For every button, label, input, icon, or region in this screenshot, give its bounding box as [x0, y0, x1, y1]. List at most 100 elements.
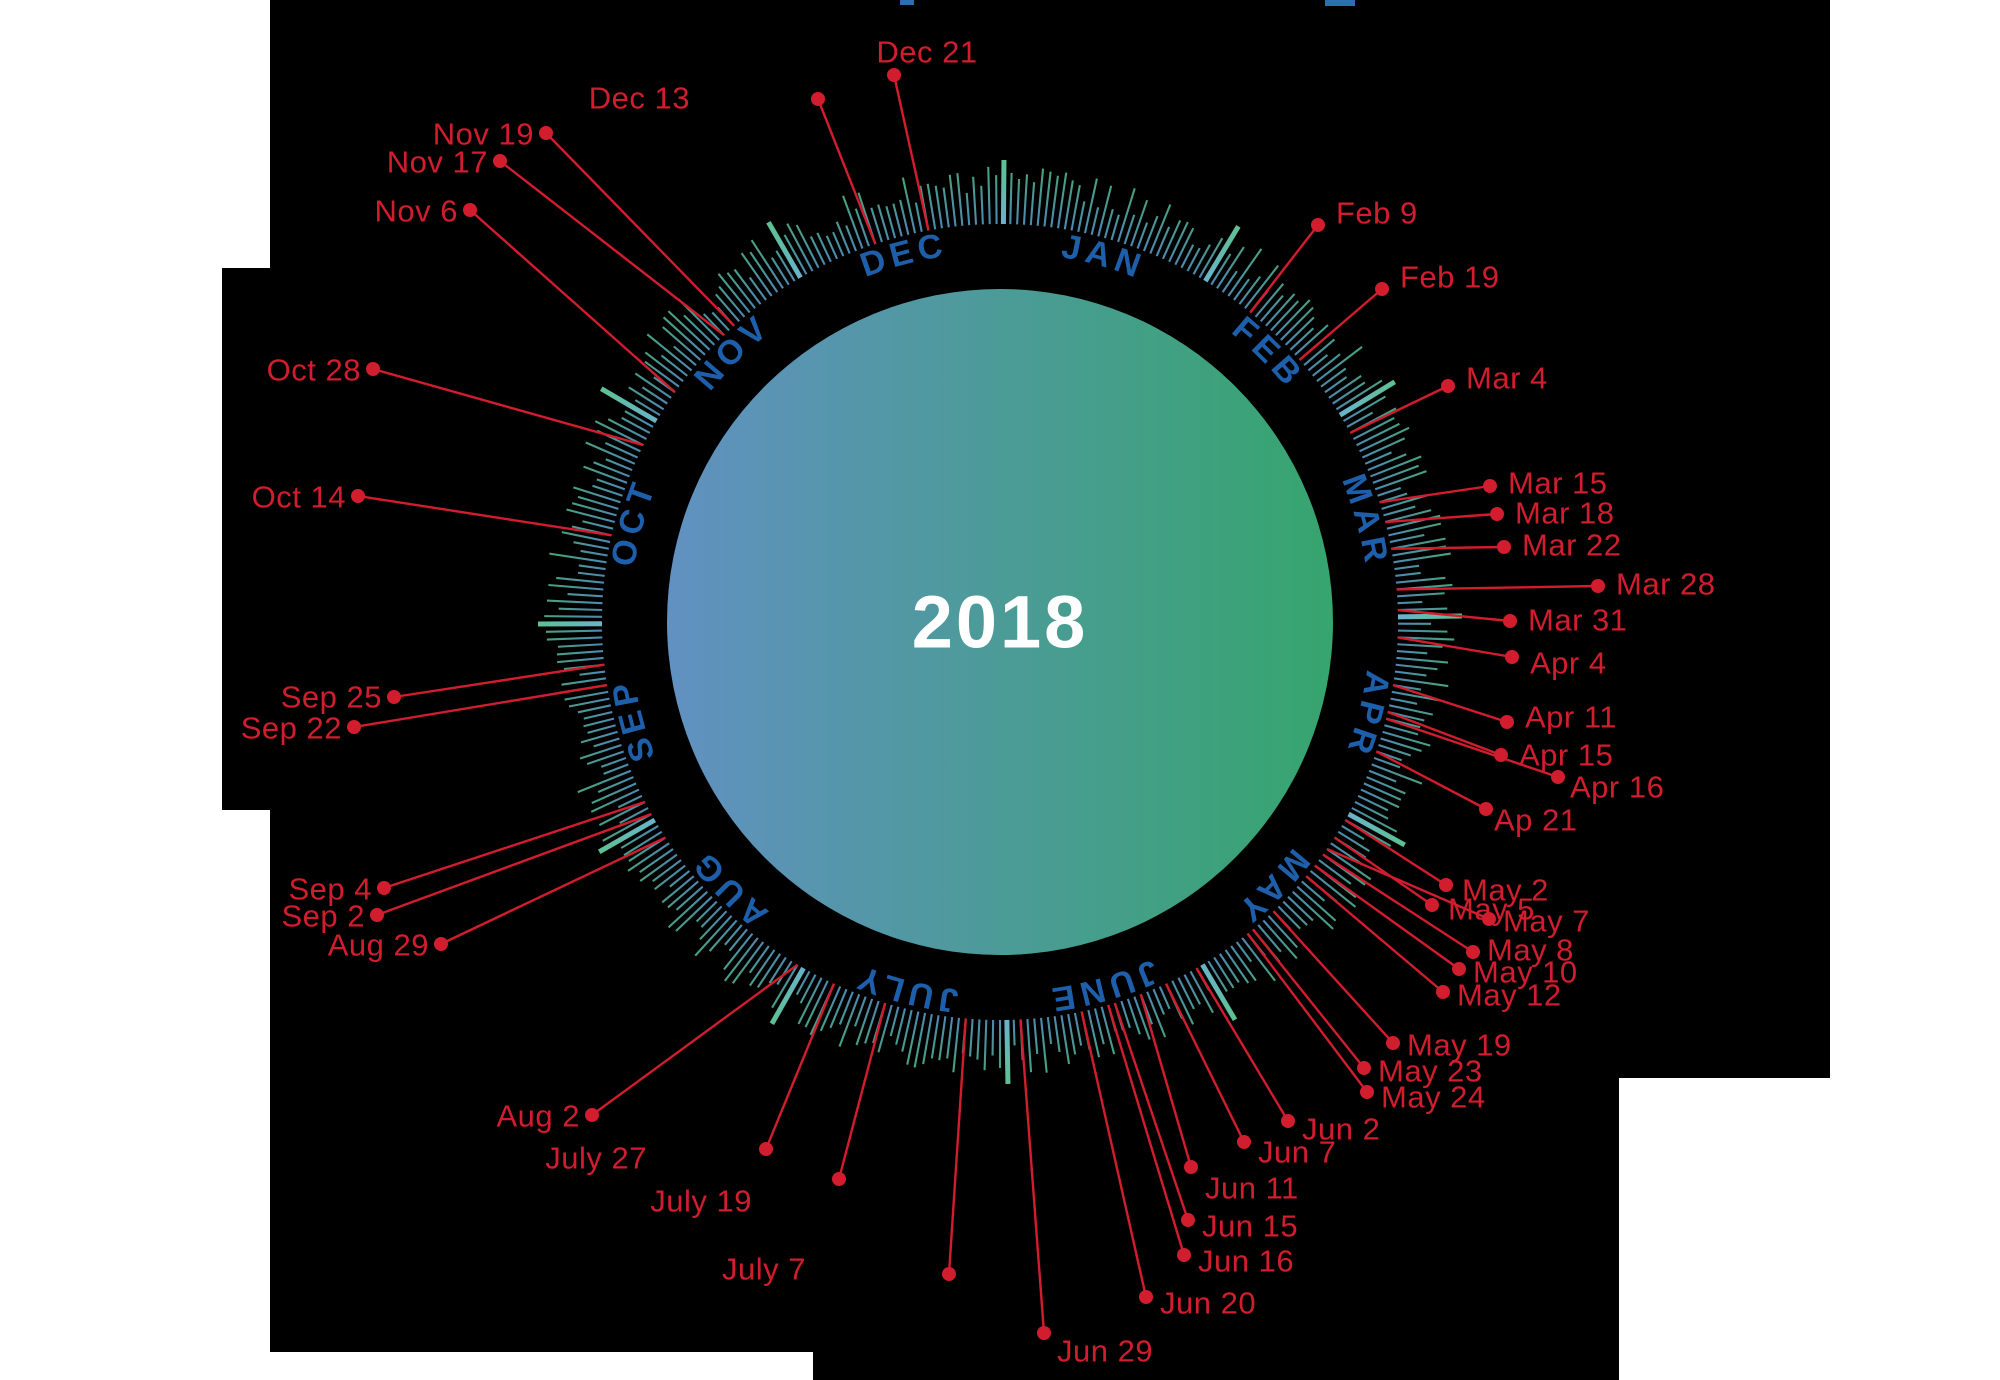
annotation-leader-line	[1397, 636, 1513, 659]
day-tick	[1207, 960, 1228, 993]
day-tick	[1280, 306, 1314, 341]
day-tick	[819, 986, 842, 1032]
day-tick	[1238, 275, 1261, 305]
annotation-dot	[1375, 282, 1389, 296]
annotation-date-label: Jun 2	[1302, 1112, 1380, 1147]
day-tick	[545, 629, 603, 633]
day-tick	[644, 351, 684, 383]
day-tick	[593, 737, 620, 748]
annotation-leader-line	[1397, 608, 1511, 623]
annotation-leader-line	[353, 683, 608, 729]
annotation-dot	[377, 881, 391, 895]
annotation-dot	[1503, 614, 1517, 628]
day-tick	[956, 173, 964, 226]
day-tick	[1083, 178, 1098, 234]
day-tick	[715, 293, 741, 323]
annotation-mar-22: Mar 22	[1391, 528, 1621, 563]
annotation-leader-line	[1344, 819, 1447, 887]
annotation-apr-16: Apr 16	[1385, 717, 1664, 805]
annotation-dot	[1441, 379, 1455, 393]
annotation-leader-line	[1396, 584, 1599, 591]
day-tick	[566, 508, 616, 524]
day-tick	[1284, 316, 1315, 346]
background-patch	[0, 0, 270, 268]
month-label-sep: SEP	[604, 675, 662, 766]
day-tick	[1275, 299, 1311, 336]
day-tick	[699, 910, 728, 941]
annotation-dot	[811, 92, 825, 106]
day-tick	[646, 333, 693, 372]
day-tick	[775, 250, 796, 282]
day-tick	[723, 932, 754, 971]
day-tick	[673, 345, 697, 366]
day-tick	[582, 520, 614, 530]
annotation-dot	[1184, 1160, 1198, 1174]
day-tick	[756, 953, 782, 989]
annotation-mar-4: Mar 4	[1349, 361, 1547, 435]
day-tick	[877, 204, 890, 241]
day-tick	[1039, 1017, 1048, 1073]
day-tick	[1053, 1016, 1061, 1053]
day-tick	[1391, 690, 1441, 702]
day-tick	[845, 225, 858, 252]
day-tick	[579, 743, 622, 760]
annotation-dot	[1551, 770, 1565, 784]
background-patch	[1619, 1078, 2000, 1380]
day-tick	[946, 1016, 954, 1059]
annotation-date-label: Ap 21	[1494, 803, 1578, 838]
day-tick	[724, 924, 743, 946]
day-tick	[842, 195, 864, 249]
month-label-jan: JAN	[1059, 227, 1151, 286]
annotation-leader-line	[1375, 750, 1487, 811]
day-tick	[1294, 324, 1329, 356]
annotation-leader-line	[816, 98, 877, 245]
day-tick	[1136, 222, 1149, 249]
annotation-date-label: Jun 11	[1205, 1171, 1299, 1206]
day-tick	[1210, 253, 1232, 286]
month-start-tick	[769, 966, 806, 1025]
day-tick	[1043, 171, 1052, 227]
annotation-jun-2: Jun 2	[1195, 967, 1380, 1147]
annotation-dot	[1425, 898, 1439, 912]
day-tick	[795, 970, 811, 996]
day-tick	[1100, 1006, 1116, 1055]
annotation-july-27: July 27	[545, 983, 836, 1176]
annotation-apr-11: Apr 11	[1392, 683, 1617, 735]
annotation-dot	[351, 489, 365, 503]
annotation-may-7: May 7	[1326, 847, 1589, 939]
day-tick	[1326, 848, 1372, 881]
month-label-july: JULY	[849, 957, 961, 1020]
annotation-leader-line	[1113, 1002, 1190, 1221]
annotation-dec-21: Dec 21	[876, 35, 977, 231]
day-tick	[718, 285, 746, 318]
annotation-dot	[366, 362, 380, 376]
month-start-tick	[1347, 811, 1406, 848]
day-tick	[1384, 724, 1419, 736]
month-start-tick	[597, 817, 656, 855]
annotation-leader-line	[1349, 384, 1449, 435]
annotation-leader-line	[1107, 1004, 1186, 1256]
annotation-dot	[1497, 540, 1511, 554]
annotation-dot	[1466, 945, 1480, 959]
day-tick	[930, 1015, 940, 1059]
day-tick	[594, 420, 644, 447]
day-tick	[1352, 416, 1395, 440]
annotation-date-label: Sep 25	[281, 680, 382, 715]
annotation-date-label: Oct 28	[267, 353, 361, 388]
day-tick	[546, 599, 603, 605]
annotation-may-8: May 8	[1322, 853, 1573, 968]
day-tick	[1341, 825, 1365, 841]
day-tick	[976, 1019, 981, 1060]
day-tick	[1380, 737, 1422, 752]
day-tick	[591, 782, 637, 804]
annotation-date-label: Dec 13	[589, 81, 690, 116]
day-tick	[624, 410, 654, 428]
day-tick	[578, 564, 606, 571]
day-tick	[619, 807, 649, 824]
annotation-date-label: Feb 9	[1336, 196, 1418, 231]
annotation-leader-line	[545, 132, 735, 327]
annotation-date-label: Sep 2	[281, 899, 365, 934]
day-tick	[667, 880, 699, 909]
day-tick	[1198, 237, 1224, 279]
annotation-dot	[1452, 962, 1466, 976]
